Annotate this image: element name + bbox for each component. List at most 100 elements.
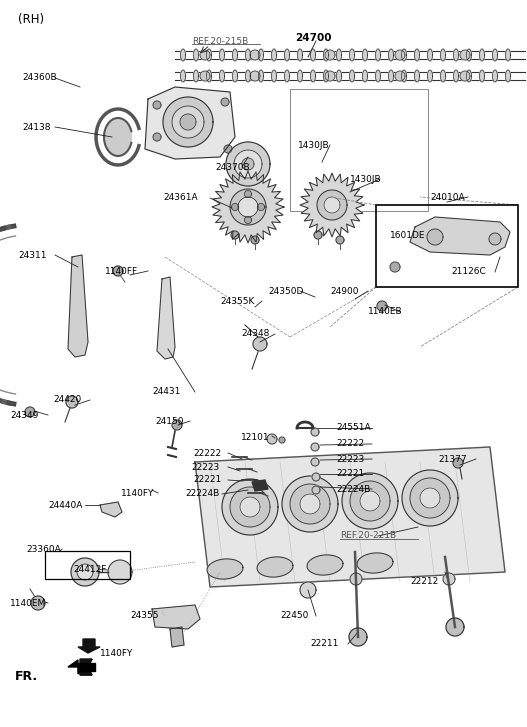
Text: 24700: 24700 (295, 33, 331, 43)
Polygon shape (195, 447, 505, 587)
Polygon shape (251, 236, 259, 244)
Text: 22221: 22221 (193, 475, 221, 484)
Polygon shape (259, 70, 264, 82)
Polygon shape (108, 560, 132, 584)
Polygon shape (113, 266, 123, 276)
Text: 24311: 24311 (18, 251, 46, 260)
Text: 22450: 22450 (280, 611, 308, 621)
Polygon shape (325, 50, 335, 60)
Polygon shape (258, 204, 265, 211)
Text: 21377: 21377 (438, 454, 466, 464)
Polygon shape (68, 255, 88, 357)
Text: 21126C: 21126C (451, 268, 486, 276)
Polygon shape (193, 49, 199, 61)
Polygon shape (170, 627, 184, 647)
Polygon shape (157, 277, 175, 359)
Polygon shape (285, 49, 289, 61)
Polygon shape (100, 502, 122, 517)
Text: 24150: 24150 (155, 417, 183, 425)
Polygon shape (336, 236, 344, 244)
Polygon shape (153, 133, 161, 141)
Polygon shape (480, 49, 484, 61)
Polygon shape (230, 189, 266, 225)
Polygon shape (493, 49, 497, 61)
Polygon shape (250, 71, 260, 81)
Polygon shape (226, 142, 270, 186)
Polygon shape (402, 470, 458, 526)
Polygon shape (259, 49, 264, 61)
Polygon shape (80, 659, 92, 675)
Polygon shape (80, 659, 92, 675)
Polygon shape (172, 420, 182, 430)
Polygon shape (230, 487, 270, 527)
Polygon shape (68, 660, 84, 674)
Text: 22221: 22221 (336, 470, 364, 478)
Polygon shape (145, 87, 235, 159)
Polygon shape (415, 70, 419, 82)
Text: 24348: 24348 (241, 329, 269, 339)
Polygon shape (311, 428, 319, 436)
Polygon shape (163, 97, 213, 147)
Polygon shape (181, 70, 186, 82)
Polygon shape (402, 70, 406, 82)
Polygon shape (427, 49, 433, 61)
Polygon shape (78, 663, 95, 671)
Polygon shape (480, 70, 484, 82)
Text: 22222: 22222 (193, 449, 221, 457)
Polygon shape (153, 101, 161, 109)
Polygon shape (285, 70, 289, 82)
Polygon shape (300, 582, 316, 598)
Polygon shape (267, 434, 277, 444)
Polygon shape (257, 557, 293, 577)
Polygon shape (231, 231, 239, 239)
Polygon shape (200, 71, 210, 81)
Polygon shape (104, 118, 131, 156)
Text: 24420: 24420 (53, 395, 81, 404)
Polygon shape (505, 49, 511, 61)
Polygon shape (220, 70, 225, 82)
Polygon shape (443, 573, 455, 585)
Text: 24900: 24900 (330, 286, 358, 295)
Polygon shape (466, 70, 472, 82)
Polygon shape (77, 564, 93, 580)
Text: REF.20-215B: REF.20-215B (192, 36, 248, 46)
Polygon shape (246, 70, 250, 82)
Polygon shape (300, 494, 320, 514)
Bar (376, 205, 518, 287)
Polygon shape (200, 50, 210, 60)
Polygon shape (300, 173, 364, 237)
Polygon shape (311, 458, 319, 466)
Text: 22222: 22222 (336, 440, 364, 449)
Text: 24551A: 24551A (336, 424, 370, 433)
Polygon shape (250, 50, 260, 60)
Text: 1140EM: 1140EM (10, 598, 46, 608)
Text: 1140FY: 1140FY (121, 489, 154, 497)
Polygon shape (311, 443, 319, 451)
Polygon shape (282, 476, 338, 532)
Polygon shape (31, 596, 45, 610)
Polygon shape (441, 70, 445, 82)
Text: 24360B: 24360B (22, 73, 56, 82)
Text: 1140EB: 1140EB (368, 308, 403, 316)
Text: 24440A: 24440A (48, 500, 82, 510)
Polygon shape (466, 49, 472, 61)
Polygon shape (388, 70, 394, 82)
Polygon shape (357, 553, 393, 573)
Text: 12101: 12101 (241, 433, 270, 443)
Polygon shape (193, 70, 199, 82)
Polygon shape (246, 49, 250, 61)
Polygon shape (410, 217, 510, 255)
Polygon shape (312, 473, 320, 481)
Polygon shape (446, 618, 464, 636)
Polygon shape (310, 49, 316, 61)
Text: 23360A: 23360A (26, 545, 61, 553)
Polygon shape (402, 49, 406, 61)
Polygon shape (337, 49, 341, 61)
Polygon shape (279, 437, 285, 443)
Polygon shape (349, 70, 355, 82)
Polygon shape (312, 486, 320, 494)
Text: 24370B: 24370B (215, 163, 250, 172)
Polygon shape (460, 71, 470, 81)
Polygon shape (415, 49, 419, 61)
Text: FR.: FR. (15, 670, 38, 683)
